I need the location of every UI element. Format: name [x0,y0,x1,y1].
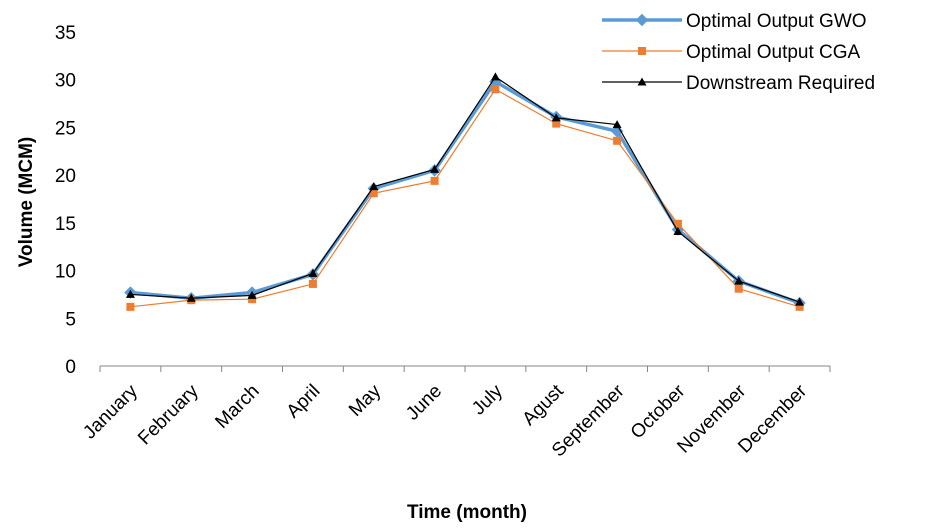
legend-item: Optimal Output GWO [602,11,867,32]
data-point-triangle [795,297,805,306]
data-point-triangle [186,293,196,302]
data-point-square [734,284,743,293]
y-axis: 0 5 10 15 20 25 30 35 [55,23,76,378]
x-tick-label: February [134,380,203,449]
x-tick-label: June [402,381,446,425]
y-tick-label: 10 [55,262,76,283]
data-point-triangle [612,120,622,129]
series-line [130,76,800,303]
data-point-triangle [551,113,561,122]
y-axis-title: Volume (MCM) [16,137,37,268]
x-tick-label: May [345,380,386,421]
data-point-square [430,176,439,185]
series-0 [124,75,806,310]
y-tick-label: 0 [65,357,76,378]
data-point-diamond [635,13,649,27]
data-point-square [552,119,561,128]
data-point-triangle [430,164,440,173]
data-point-triangle [673,226,683,235]
y-tick-label: 30 [55,71,76,92]
series-layer [124,72,806,311]
data-point-square [491,85,500,94]
data-point-square [248,295,257,304]
data-point-square [126,302,135,311]
x-tick-label: April [283,381,325,423]
data-point-triangle [308,268,318,277]
data-point-square [673,219,682,228]
data-point-triangle [734,276,744,285]
x-tick-label: July [468,380,507,419]
y-tick-label: 25 [55,118,76,139]
series-2 [125,72,805,306]
legend-label: Optimal Output GWO [686,11,867,32]
x-tick-label: Agust [519,380,569,430]
data-point-triangle [637,77,647,86]
x-tick-label: January [79,380,142,443]
series-1 [126,85,804,311]
x-tick-label: March [211,381,263,433]
y-tick-label: 15 [55,214,76,235]
y-tick-label: 20 [55,166,76,187]
y-tick-label: 5 [65,309,76,330]
legend-item: Downstream Required [602,73,875,94]
data-point-triangle [369,182,379,191]
data-point-square [613,136,622,145]
data-point-triangle [247,290,257,299]
data-point-triangle [490,72,500,81]
data-point-square [795,302,804,311]
legend-item: Optimal Output CGA [602,42,861,63]
data-point-square [638,47,646,55]
x-axis-title: Time (month) [407,502,527,523]
legend: Optimal Output GWO Optimal Output CGA Down… [602,11,875,94]
series-line [130,88,800,308]
x-tick-label: October [627,380,690,443]
legend-label: Optimal Output CGA [686,42,861,63]
legend-label: Downstream Required [686,73,875,94]
y-tick-label: 35 [55,23,76,44]
data-point-triangle [125,289,135,298]
series-line [130,79,801,305]
data-point-square [369,189,378,198]
data-point-square [308,279,317,288]
